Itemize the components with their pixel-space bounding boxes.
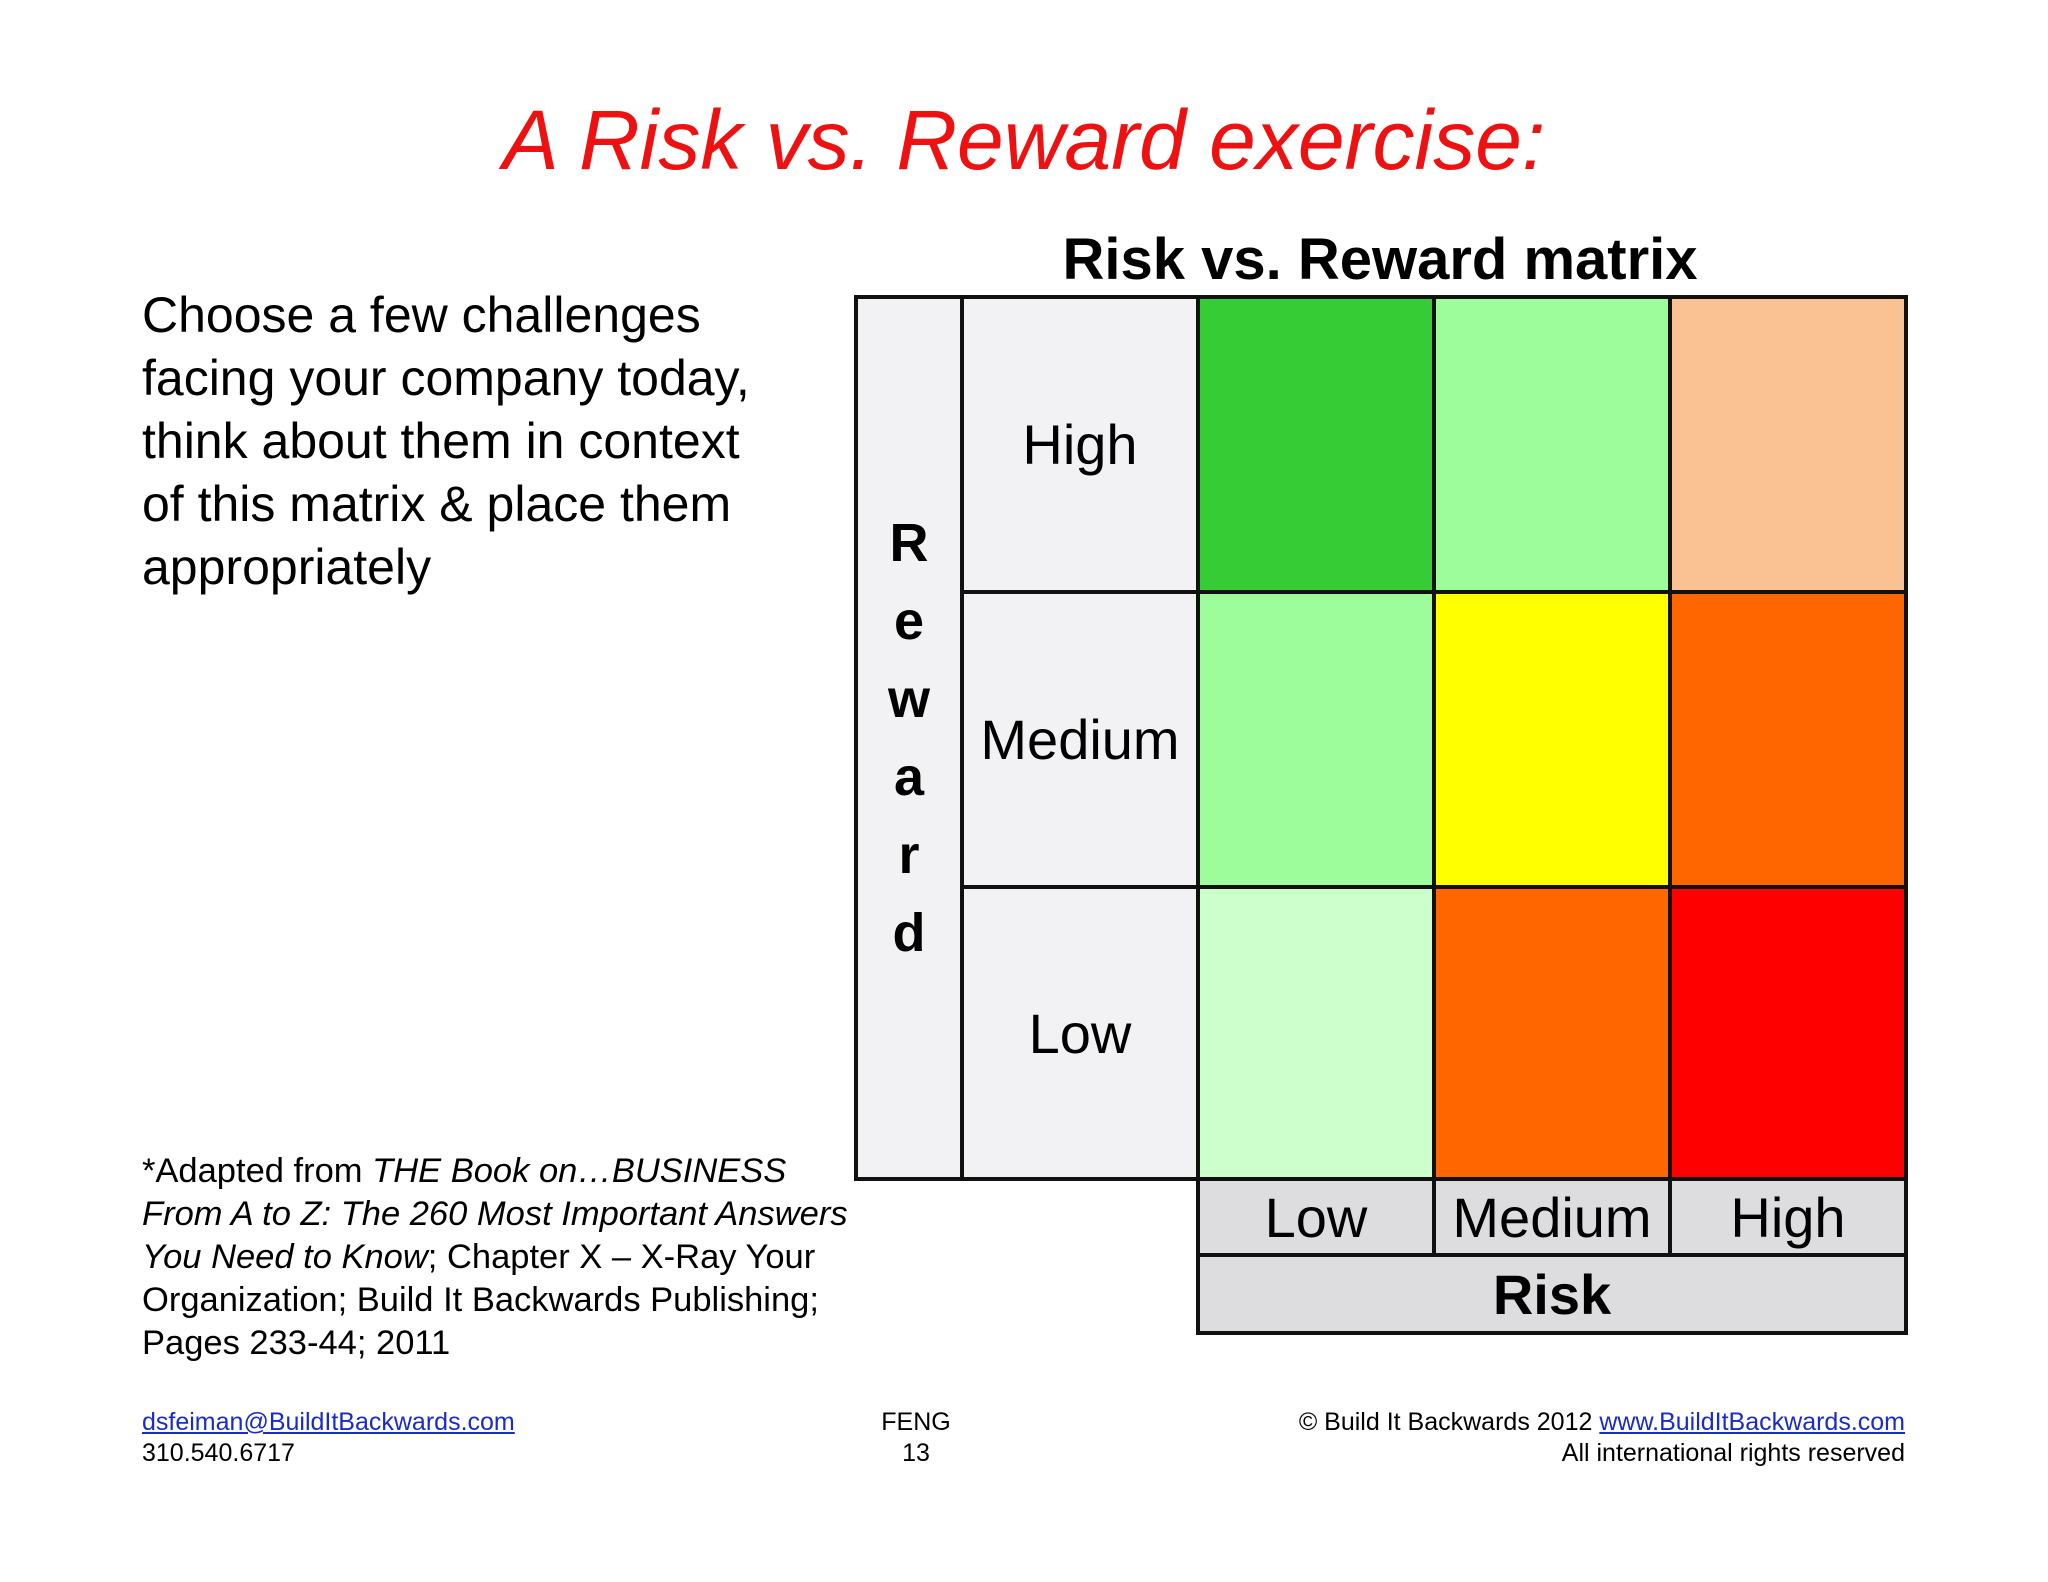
reward-axis-letter: e: [893, 591, 925, 651]
matrix-cell-medium-reward-high-risk: [1668, 590, 1908, 889]
intro-line: Choose a few challenges: [142, 287, 701, 343]
risk-level-low: Low: [1196, 1177, 1436, 1257]
matrix-cell-low-reward-high-risk: [1668, 885, 1908, 1181]
risk-level-medium: Medium: [1432, 1177, 1672, 1257]
citation-line: *Adapted from THE Book on…BUSINESS: [142, 1150, 902, 1193]
reward-axis-letter: a: [893, 747, 925, 807]
risk-axis-label: Risk: [1196, 1253, 1908, 1335]
citation-line: You Need to Know; Chapter X – X-Ray Your: [142, 1236, 902, 1279]
footer-right: © Build It Backwards 2012 www.BuildItBac…: [1299, 1407, 1905, 1469]
reward-level-low: Low: [960, 885, 1200, 1181]
footer-website-link[interactable]: www.BuildItBackwards.com: [1599, 1408, 1905, 1436]
matrix-cell-low-reward-low-risk: [1196, 885, 1436, 1181]
citation-line: Pages 233-44; 2011: [142, 1324, 451, 1362]
matrix-cell-high-reward-high-risk: [1668, 295, 1908, 594]
matrix-cell-high-reward-medium-risk: [1432, 295, 1672, 594]
intro-line: of this matrix & place them: [142, 476, 732, 532]
footer-left: dsfeiman@BuildItBackwards.com 310.540.67…: [142, 1407, 515, 1469]
matrix-cell-high-reward-low-risk: [1196, 295, 1436, 594]
matrix-cell-low-reward-medium-risk: [1432, 885, 1672, 1181]
reward-axis-letter: w: [887, 669, 930, 729]
intro-text: Choose a few challenges facing your comp…: [142, 284, 822, 599]
footer-center: FENG 13: [816, 1407, 1016, 1469]
intro-line: appropriately: [142, 539, 432, 595]
page-number: 13: [902, 1439, 930, 1467]
matrix-cell-medium-reward-medium-risk: [1432, 590, 1672, 889]
citation-text: ; Chapter X – X-Ray Your: [427, 1238, 816, 1276]
citation-book-title: From A to Z: The 260 Most Important Answ…: [142, 1195, 848, 1233]
intro-line: facing your company today,: [142, 350, 750, 406]
reward-axis-letter: r: [898, 825, 920, 885]
footer-center-label: FENG: [881, 1408, 951, 1436]
reward-level-high: High: [960, 295, 1200, 594]
risk-level-high: High: [1668, 1177, 1908, 1257]
citation-line: From A to Z: The 260 Most Important Answ…: [142, 1193, 902, 1236]
citation-book-title: THE Book on…BUSINESS: [372, 1152, 787, 1190]
slide-title: A Risk vs. Reward exercise:: [502, 93, 1546, 187]
reward-axis-label: R e w a r d: [854, 295, 964, 1181]
footer-rights: All international rights reserved: [1561, 1439, 1905, 1467]
matrix-title: Risk vs. Reward matrix: [1062, 227, 1698, 292]
citation-line: Organization; Build It Backwards Publish…: [142, 1281, 819, 1319]
footer-email-link[interactable]: dsfeiman@BuildItBackwards.com: [142, 1408, 515, 1436]
citation-book-title: You Need to Know: [142, 1238, 428, 1276]
intro-line: think about them in context: [142, 413, 740, 469]
reward-axis-letter: R: [889, 513, 929, 573]
reward-level-medium: Medium: [960, 590, 1200, 889]
citation-text: *Adapted from: [142, 1152, 373, 1190]
citation: *Adapted from THE Book on…BUSINESS From …: [142, 1150, 902, 1365]
footer-copyright: © Build It Backwards 2012: [1298, 1408, 1593, 1436]
matrix-cell-medium-reward-low-risk: [1196, 590, 1436, 889]
reward-axis-letter: d: [892, 903, 926, 963]
footer-phone: 310.540.6717: [142, 1439, 295, 1467]
